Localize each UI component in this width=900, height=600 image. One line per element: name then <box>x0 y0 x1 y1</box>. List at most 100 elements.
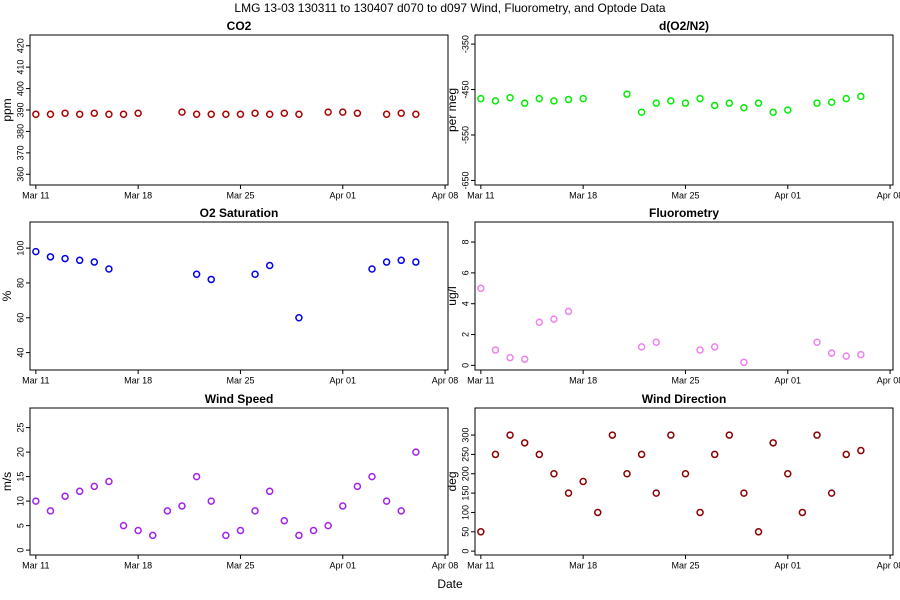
x-tick-label: Apr 01 <box>330 375 357 385</box>
data-point <box>61 109 69 117</box>
data-point <box>32 497 40 505</box>
data-point <box>710 101 719 110</box>
data-point <box>491 97 500 105</box>
data-point <box>491 450 500 459</box>
x-tick-label: Apr 08 <box>432 560 459 570</box>
data-point <box>696 508 704 517</box>
y-tick-label: 0 <box>460 363 470 368</box>
data-point <box>652 99 660 107</box>
data-point <box>309 526 318 535</box>
data-point <box>696 94 704 103</box>
y-tick-label: 100 <box>15 241 25 256</box>
data-point <box>784 470 792 478</box>
data-point <box>295 531 303 540</box>
data-point <box>857 350 865 359</box>
data-point <box>594 508 602 517</box>
data-point <box>192 110 201 119</box>
data-point <box>119 521 128 530</box>
y-tick-label: 60 <box>15 313 25 323</box>
data-point <box>368 265 376 273</box>
y-tick-label: -550 <box>460 126 470 144</box>
data-point <box>61 492 69 500</box>
data-point <box>637 343 646 351</box>
data-point <box>842 94 850 103</box>
panel-title: Wind Speed <box>205 392 274 406</box>
data-point <box>339 108 347 116</box>
data-point <box>46 110 55 119</box>
y-tick-label: 250 <box>460 447 470 462</box>
y-tick-label: 0 <box>460 549 470 554</box>
x-tick-label: Apr 01 <box>775 560 802 570</box>
data-point <box>827 98 836 107</box>
y-tick-label: 390 <box>15 102 25 117</box>
panel-title: CO2 <box>227 19 252 33</box>
data-point <box>813 431 821 439</box>
y-tick-label: 200 <box>460 466 470 481</box>
data-point <box>236 526 245 535</box>
data-point <box>324 108 332 116</box>
data-point <box>382 258 391 266</box>
data-point <box>134 109 142 117</box>
plot-frame <box>474 407 894 556</box>
x-tick-label: Mar 18 <box>124 560 152 570</box>
data-point <box>725 99 734 107</box>
data-point <box>535 318 544 326</box>
x-tick-label: Apr 08 <box>877 375 900 385</box>
x-tick-label: Mar 11 <box>22 560 49 570</box>
y-tick-label: 150 <box>460 486 470 501</box>
panel-title: O2 Saturation <box>200 206 279 220</box>
data-point <box>397 507 405 515</box>
data-point <box>178 502 186 510</box>
x-tick-label: Mar 11 <box>467 375 494 385</box>
y-tick-label: 5 <box>15 523 25 528</box>
x-axis-label: Date <box>437 577 463 591</box>
data-point <box>740 103 748 112</box>
data-point <box>368 472 376 481</box>
data-point <box>564 489 573 497</box>
y-tick-label: 4 <box>460 301 470 306</box>
y-axis-label: % <box>0 290 14 301</box>
data-point <box>222 110 230 119</box>
data-point <box>710 450 719 459</box>
data-point <box>725 431 734 439</box>
data-point <box>207 275 215 284</box>
data-point <box>564 95 573 104</box>
data-point <box>295 110 303 119</box>
data-point <box>798 508 807 517</box>
data-point <box>637 108 646 117</box>
y-tick-label: 25 <box>15 423 25 433</box>
x-tick-label: Apr 01 <box>330 190 357 200</box>
y-tick-label: 100 <box>460 505 470 520</box>
data-point <box>623 90 631 98</box>
data-point <box>754 99 763 107</box>
data-point <box>295 314 303 322</box>
data-point <box>667 97 675 105</box>
data-point <box>813 99 821 107</box>
y-tick-label: 410 <box>15 60 25 75</box>
data-point <box>265 261 274 270</box>
data-point <box>784 106 792 114</box>
data-point <box>681 99 690 107</box>
data-point <box>75 110 84 119</box>
data-point <box>740 489 748 497</box>
data-point <box>520 99 529 107</box>
x-tick-label: Mar 18 <box>569 375 597 385</box>
y-tick-label: -350 <box>460 35 470 53</box>
x-tick-label: Apr 01 <box>775 190 802 200</box>
data-point <box>105 110 113 119</box>
y-tick-label: 370 <box>15 145 25 160</box>
y-tick-label: 15 <box>15 472 25 482</box>
data-point <box>382 497 391 505</box>
data-point <box>813 338 821 346</box>
plot-frame <box>29 221 449 371</box>
data-point <box>652 338 660 346</box>
data-point <box>265 487 274 496</box>
data-point <box>827 489 836 497</box>
y-tick-label: 6 <box>460 270 470 275</box>
data-point <box>550 97 558 105</box>
data-point <box>696 346 704 354</box>
y-axis-label: ug/l <box>445 286 459 305</box>
y-tick-label: 2 <box>460 332 470 337</box>
x-tick-label: Mar 18 <box>569 560 597 570</box>
